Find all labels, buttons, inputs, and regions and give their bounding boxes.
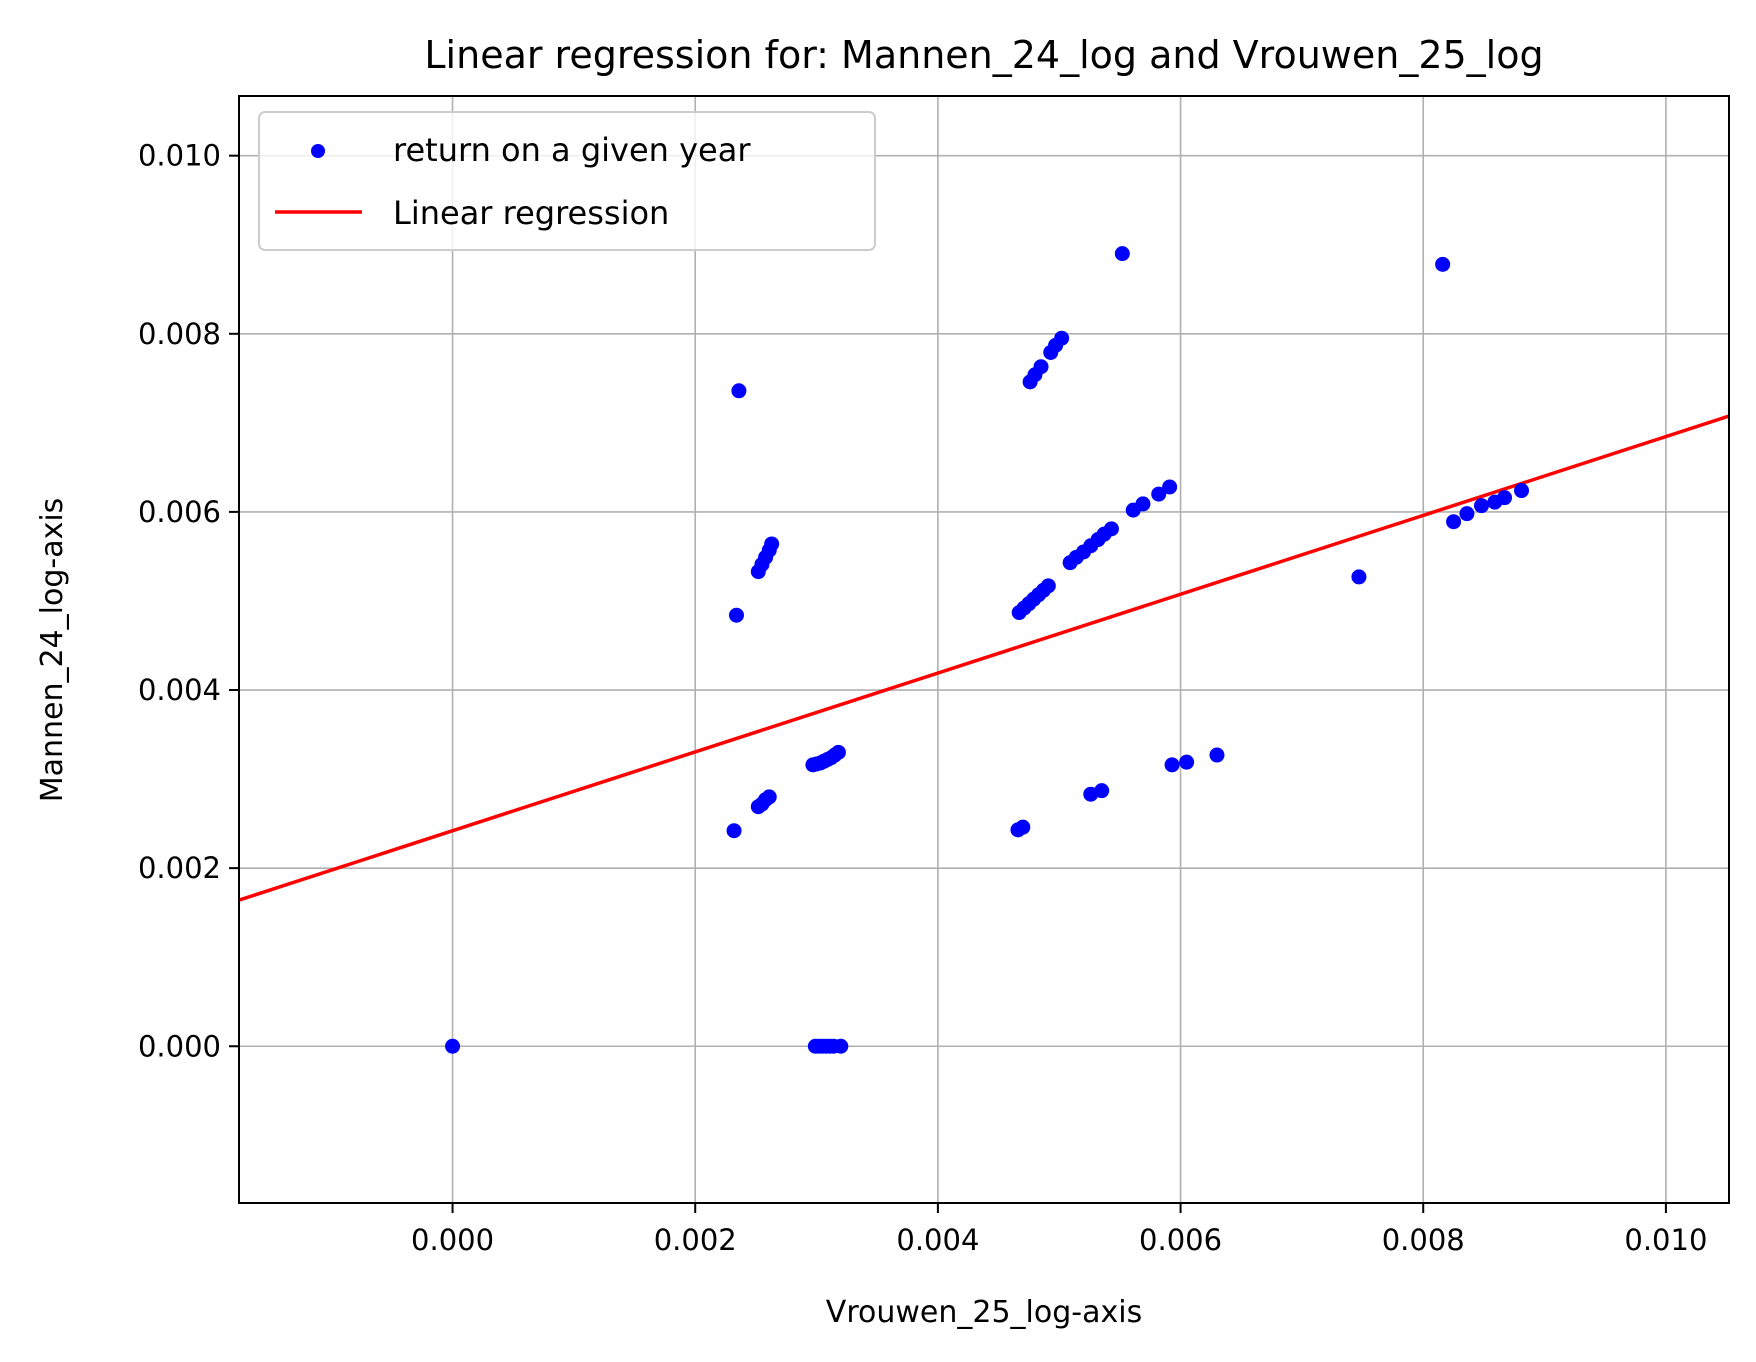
plot-area: 0.000 0.002 0.004 0.006 0.008 0.010 0.0000.00… <box>138 95 1730 1257</box>
scatter-point <box>1151 486 1167 502</box>
x-axis: 0.000 0.002 0.004 0.006 0.008 0.010 <box>411 1203 1707 1257</box>
scatter-point <box>1162 479 1178 495</box>
scatter-layer <box>445 246 1530 1054</box>
y-tick-label: 0.004 <box>138 673 221 707</box>
x-axis-label: Vrouwen_25_log-axis <box>826 1295 1142 1330</box>
scatter-point <box>1040 578 1056 594</box>
plot-content <box>239 246 1729 1054</box>
scatter-point <box>1103 521 1119 537</box>
scatter-point <box>1459 506 1475 522</box>
scatter-point <box>728 607 744 623</box>
regression-layer <box>239 414 1729 902</box>
plot-frame <box>238 95 1730 1204</box>
scatter-point <box>1514 483 1530 499</box>
scatter-point <box>1446 514 1462 530</box>
legend: return on a given year Linear regression <box>258 111 876 251</box>
scatter-point <box>1497 490 1513 506</box>
regression-line <box>239 414 1729 902</box>
scatter-point <box>1033 359 1049 375</box>
plot-background <box>239 96 1729 1203</box>
scatter-point <box>830 744 846 760</box>
y-tick-label: 0.010 <box>138 139 221 173</box>
x-tick-label: 0.010 <box>1624 1223 1707 1257</box>
legend-box <box>258 111 876 251</box>
scatter-point <box>1094 783 1110 799</box>
chart-title: Linear regression for: Mannen_24_log and… <box>424 33 1543 77</box>
scatter-point <box>761 789 777 805</box>
scatter-point <box>1054 330 1070 346</box>
scatter-point <box>1351 569 1367 585</box>
scatter-point <box>1209 747 1225 763</box>
x-tick-label: 0.000 <box>411 1223 494 1257</box>
legend-label-line: Linear regression <box>393 194 669 232</box>
y-axis: 0.000 0.002 0.004 0.006 0.008 0.010 <box>138 139 239 1063</box>
x-tick-label: 0.002 <box>654 1223 737 1257</box>
legend-label-scatter: return on a given year <box>393 131 751 169</box>
y-tick-label: 0.006 <box>138 495 221 529</box>
scatter-point <box>1473 498 1489 514</box>
y-tick-label: 0.002 <box>138 851 221 885</box>
x-tick-label: 0.004 <box>896 1223 979 1257</box>
y-tick-label: 0.008 <box>138 317 221 351</box>
scatter-point <box>1164 757 1180 773</box>
scatter-point <box>833 1038 849 1054</box>
y-tick-label: 0.000 <box>138 1029 221 1063</box>
scatter-point <box>764 536 780 552</box>
scatter-point <box>726 823 742 839</box>
scatter-point <box>731 383 747 399</box>
x-tick-label: 0.008 <box>1382 1223 1465 1257</box>
legend-marker-scatter <box>311 144 325 158</box>
scatter-point <box>1435 256 1451 272</box>
scatter-point <box>1179 754 1195 770</box>
x-tick-label: 0.006 <box>1139 1223 1222 1257</box>
y-axis-label: Mannen_24_log-axis <box>35 498 70 803</box>
scatter-point <box>1135 496 1151 512</box>
scatter-point <box>445 1038 461 1054</box>
scatter-point <box>1114 246 1130 262</box>
scatter-point <box>1015 819 1031 835</box>
